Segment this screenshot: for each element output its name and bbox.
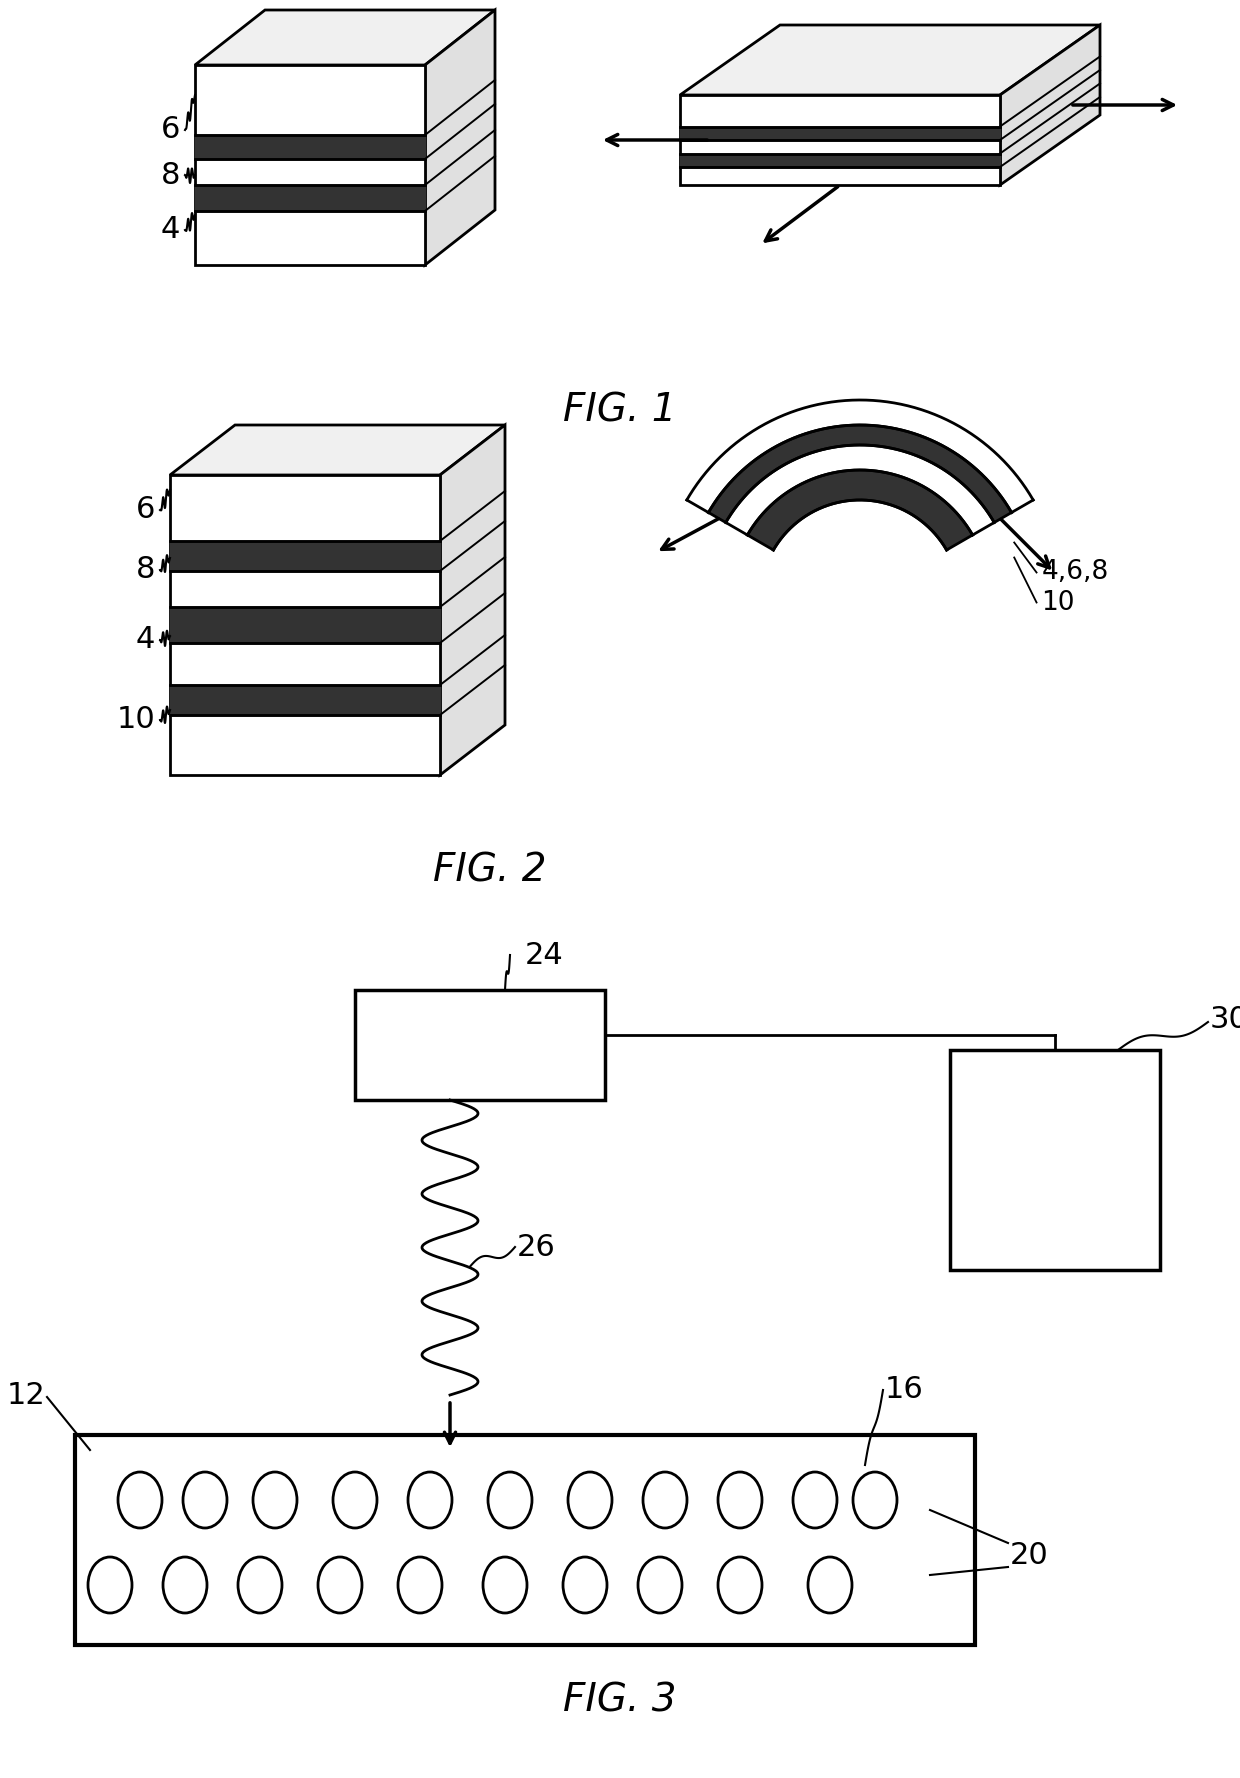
Polygon shape: [170, 425, 505, 475]
Text: FIG. 1: FIG. 1: [563, 391, 677, 428]
Text: 4,6,8: 4,6,8: [1042, 560, 1109, 585]
Polygon shape: [708, 425, 1012, 523]
Text: 8: 8: [160, 160, 180, 190]
Text: 6: 6: [135, 496, 155, 525]
Polygon shape: [999, 25, 1100, 185]
Polygon shape: [170, 475, 440, 775]
Text: 4: 4: [161, 215, 180, 245]
Polygon shape: [680, 94, 999, 185]
Text: 24: 24: [525, 941, 564, 969]
Bar: [355, 990, 605, 1101]
Text: FIG. 3: FIG. 3: [563, 1680, 677, 1719]
Polygon shape: [748, 469, 972, 549]
Polygon shape: [440, 425, 505, 775]
Text: 10: 10: [1042, 590, 1075, 615]
Polygon shape: [725, 444, 994, 535]
Text: 16: 16: [885, 1376, 924, 1405]
Text: 30: 30: [1210, 1006, 1240, 1035]
Text: 26: 26: [517, 1232, 556, 1262]
Bar: [950, 1051, 1159, 1269]
Polygon shape: [195, 11, 495, 66]
Text: 4: 4: [135, 626, 155, 654]
Polygon shape: [680, 25, 1100, 94]
Text: 20: 20: [1011, 1540, 1049, 1570]
Polygon shape: [748, 469, 972, 549]
Text: FIG. 2: FIG. 2: [433, 852, 547, 889]
Text: 10: 10: [117, 706, 155, 734]
Polygon shape: [687, 400, 1033, 512]
Bar: [74, 1435, 975, 1645]
Polygon shape: [195, 66, 425, 265]
Polygon shape: [708, 425, 1012, 523]
Text: 6: 6: [161, 116, 180, 144]
Text: 8: 8: [135, 555, 155, 585]
Polygon shape: [425, 11, 495, 265]
Text: 12: 12: [6, 1380, 45, 1410]
